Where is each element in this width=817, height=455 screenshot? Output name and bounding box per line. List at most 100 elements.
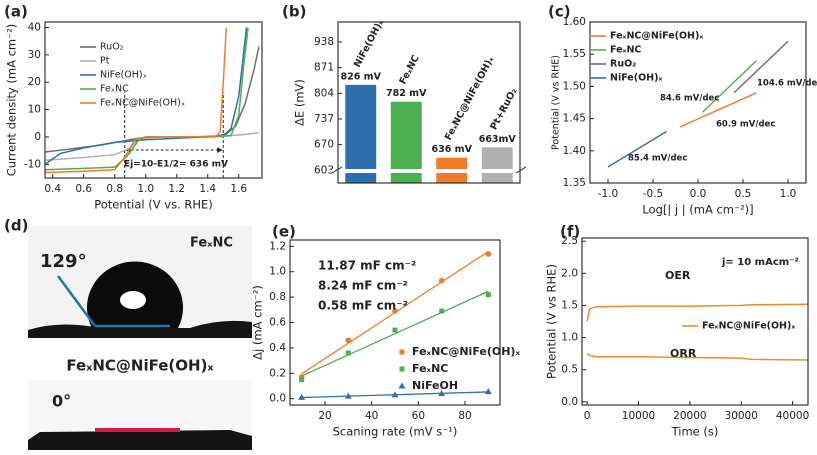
x-tick-label: 30000 <box>725 410 758 422</box>
series-line <box>44 27 248 165</box>
annotation: 84.6 mV/dec <box>660 94 719 104</box>
point <box>392 308 398 314</box>
y-tick-label: 1.50 <box>563 80 586 92</box>
y-tick-label: 2.0 <box>561 267 578 279</box>
x-tick-label: 0.6 <box>75 183 92 195</box>
y-axis-label: ΔE (mV) <box>293 79 307 126</box>
series-line <box>607 130 667 168</box>
droplet-highlight <box>120 291 146 309</box>
panel-label: (f) <box>560 223 580 241</box>
y-tick-label: 603 <box>314 164 334 176</box>
y-tick-label: 20 <box>28 76 41 88</box>
y-tick-label: 1.60 <box>563 16 586 28</box>
y-tick-label: 1.0 <box>561 332 578 344</box>
panel-label: (c) <box>548 3 571 21</box>
x-tick-label: 10000 <box>622 410 655 422</box>
series-line <box>586 352 809 361</box>
legend-label: RuO₂ <box>610 59 636 70</box>
plot-frame <box>581 237 809 406</box>
annotation: ORR <box>670 347 697 360</box>
wetted-film <box>95 428 180 432</box>
series-line <box>702 60 757 113</box>
y-tick-label: 0.8 <box>269 291 286 303</box>
x-tick-label: 80 <box>458 410 471 422</box>
angle-line <box>56 275 97 327</box>
legend-label: FeₓNC@NiFe(OH)ₓ <box>702 321 795 332</box>
bar <box>481 147 513 183</box>
x-tick-label: 1.2 <box>168 183 185 195</box>
y-tick-label: 1.5 <box>561 299 578 311</box>
y-tick-label: 1.45 <box>563 113 586 125</box>
break-mark <box>331 166 343 174</box>
x-axis-label: Time (s) <box>671 425 719 439</box>
point <box>298 393 306 400</box>
panel-label: (b) <box>282 3 306 21</box>
photo-label: FeₓNC@NiFe(OH)ₓ <box>66 357 214 375</box>
panel-label: (d) <box>4 217 28 235</box>
legend-label: Pt <box>100 56 110 67</box>
annotation: j= 10 mAcm⁻² <box>721 257 799 268</box>
substrate <box>28 320 252 338</box>
annotation: 104.6 mV/dec <box>757 79 817 89</box>
y-tick-label: 0.4 <box>269 342 286 354</box>
value-label: 636 mV <box>432 144 473 155</box>
x-tick-label: -0.5 <box>643 188 664 200</box>
legend-marker <box>399 366 405 372</box>
annotation: 60.9 mV/dec <box>716 120 775 130</box>
x-tick-label: 0.4 <box>44 183 61 195</box>
x-tick-label: 60 <box>412 410 425 422</box>
y-tick-label: 1.0 <box>269 266 286 278</box>
x-tick-label: 20000 <box>673 410 706 422</box>
legend-label: FeₓNC@NiFe(OH)ₓ <box>610 31 703 42</box>
y-tick-label: 0.0 <box>269 393 286 405</box>
point <box>391 391 399 398</box>
point <box>345 337 352 344</box>
x-tick-label: 20 <box>318 410 331 422</box>
x-tick-label: 1.0 <box>137 183 154 195</box>
x-tick-label: -1.0 <box>598 188 619 200</box>
y-axis-label: Potential (V vs RHE) <box>551 55 562 150</box>
y-tick-label: 0.5 <box>561 364 578 376</box>
y-tick-label: 938 <box>314 36 334 48</box>
value-label: 663mV <box>479 134 517 145</box>
value-label: 782 mV <box>386 88 427 99</box>
plot-frame <box>44 21 263 179</box>
annotation: 11.87 mF cm⁻² <box>318 259 416 273</box>
x-tick-label: 0.0 <box>690 188 707 200</box>
legend-label: RuO₂ <box>100 42 124 53</box>
point <box>344 392 352 399</box>
y-tick-label: 0 <box>34 131 41 143</box>
point <box>299 377 305 383</box>
x-tick-label: 0.8 <box>106 183 123 195</box>
y-tick-label: 670 <box>314 139 334 151</box>
legend-label: FeₓNC <box>100 84 129 95</box>
y-tick-label: 804 <box>314 87 334 99</box>
point <box>438 390 446 397</box>
contact-angle-photo-top <box>28 226 252 338</box>
y-tick-label: 0.6 <box>269 317 286 329</box>
annotation: 0.58 mF cm⁻² <box>318 299 408 313</box>
legend-label: FeₓNC@NiFe(OH)ₓ <box>412 345 520 358</box>
series-line <box>44 27 228 174</box>
legend-label: FeₓNC <box>412 362 448 375</box>
legend-label: NiFe(OH)ₓ <box>610 73 662 84</box>
point <box>484 388 492 395</box>
series-line <box>586 303 809 322</box>
substrate <box>28 430 252 450</box>
annotation: 85.4 mV/dec <box>628 154 687 164</box>
point <box>438 277 445 284</box>
x-tick-label: 1.0 <box>780 188 797 200</box>
chart-panel: 0.0 0.5 1.0 1.5 2.0 2.5 0 10000 20000 30000 40000 T… <box>545 235 810 438</box>
point <box>392 327 398 333</box>
series-line <box>679 92 757 128</box>
y-tick-label: 2.5 <box>561 235 578 247</box>
photo-label: FeₓNC <box>190 236 233 251</box>
point <box>485 251 492 257</box>
series-line <box>733 40 789 94</box>
y-axis-label: Δj (mA cm⁻²) <box>251 285 265 360</box>
x-axis-label: Scaning rate (mV s⁻¹) <box>333 425 458 439</box>
y-tick-label: 1.35 <box>563 177 586 189</box>
legend-label: NiFeOH <box>412 379 458 392</box>
